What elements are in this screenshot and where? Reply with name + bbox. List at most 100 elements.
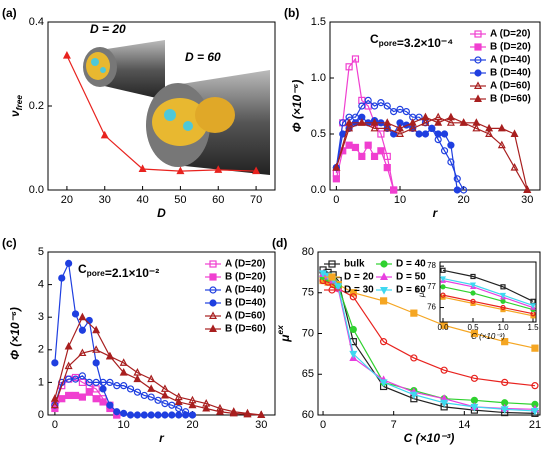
marker (106, 401, 114, 409)
y-axis-label-part: Φ (×10⁻⁶) (8, 307, 22, 360)
marker (379, 297, 388, 305)
legend-marker (380, 272, 388, 280)
legend-marker (474, 81, 482, 89)
marker (92, 345, 101, 353)
marker (113, 408, 121, 416)
marker (421, 130, 430, 138)
marker (345, 141, 353, 149)
series-line (54, 316, 262, 416)
marker (345, 118, 354, 126)
marker (332, 175, 340, 183)
marker (92, 395, 100, 403)
marker (65, 375, 73, 383)
marker (214, 165, 223, 173)
marker (147, 384, 156, 392)
marker (176, 166, 185, 175)
legend-label: B (D=40) (225, 298, 266, 309)
marker (78, 372, 86, 380)
marker (349, 289, 357, 297)
marker (168, 401, 176, 409)
legend-label: B (D=20) (225, 272, 266, 283)
marker (530, 303, 536, 309)
marker (377, 99, 385, 107)
x-tick-label: 14 (458, 419, 470, 431)
marker (119, 358, 128, 366)
marker (364, 141, 372, 149)
marker (415, 130, 423, 138)
x-tick-label: 1.5 (527, 323, 539, 332)
marker (175, 411, 183, 419)
legend-label: bulk (344, 259, 365, 270)
series-line (442, 296, 534, 317)
marker (453, 186, 461, 194)
marker (434, 130, 442, 138)
marker (447, 141, 455, 149)
series-line (442, 269, 534, 302)
marker (390, 186, 398, 194)
marker (140, 391, 148, 400)
marker (470, 298, 476, 304)
marker (531, 382, 539, 390)
marker (71, 391, 80, 400)
marker (379, 338, 388, 346)
annotation-sub: pore (379, 38, 397, 48)
marker (379, 379, 388, 387)
legend-label: D = 40 (396, 259, 426, 270)
marker (383, 152, 391, 160)
marker (351, 55, 360, 63)
y-tick-label: 1.5 (311, 16, 326, 28)
legend-label: A (D=60) (490, 81, 530, 92)
x-tick-label: 10 (394, 194, 406, 206)
legend-marker (209, 286, 217, 294)
marker (188, 411, 197, 419)
legend-label: A (D=20) (225, 259, 265, 270)
x-tick-label: 50 (174, 194, 186, 206)
marker (345, 63, 353, 71)
marker (339, 119, 347, 127)
marker (396, 105, 404, 113)
y-axis-label: Φ (×10⁻⁶) (290, 80, 304, 133)
legend-marker (328, 286, 336, 294)
y-axis-label: νfree (8, 95, 24, 117)
x-tick-label: 70 (250, 194, 262, 206)
marker (154, 411, 162, 419)
marker (421, 112, 430, 121)
marker (531, 344, 539, 352)
marker (252, 166, 261, 175)
marker (500, 284, 506, 290)
marker (349, 350, 358, 359)
y-tick-label: 80 (302, 246, 314, 258)
marker (523, 185, 532, 193)
series-line (54, 349, 262, 416)
y-tick-label: 65 (302, 368, 314, 380)
marker (459, 118, 468, 126)
legend-label: A (D=20) (490, 29, 530, 40)
y-axis-label-sup: ex (414, 287, 420, 293)
y-axis-label-part: Φ (×10⁻⁶) (290, 80, 304, 133)
marker (447, 158, 455, 166)
marker (383, 118, 392, 126)
marker (85, 388, 93, 396)
y-axis-label-part: μ (417, 292, 426, 298)
marker (440, 276, 446, 283)
marker (126, 411, 135, 419)
x-tick-label: 0 (320, 419, 326, 431)
marker (78, 393, 86, 401)
marker (470, 403, 479, 412)
legend-marker (474, 56, 482, 64)
marker (257, 410, 266, 418)
marker (470, 282, 476, 289)
y-tick-label: 76 (427, 303, 436, 312)
marker (370, 123, 379, 132)
y-tick-label: 70 (302, 327, 314, 339)
legend-label: D = 60 (396, 285, 426, 296)
marker (92, 325, 101, 334)
x-tick-label: 0 (52, 419, 58, 431)
y-tick-label: 0 (38, 409, 44, 421)
legend-label: A (D=40) (225, 285, 265, 296)
legend-label: D = 30 (344, 285, 374, 296)
marker (485, 129, 494, 137)
marker (147, 393, 155, 401)
marker (85, 316, 93, 325)
